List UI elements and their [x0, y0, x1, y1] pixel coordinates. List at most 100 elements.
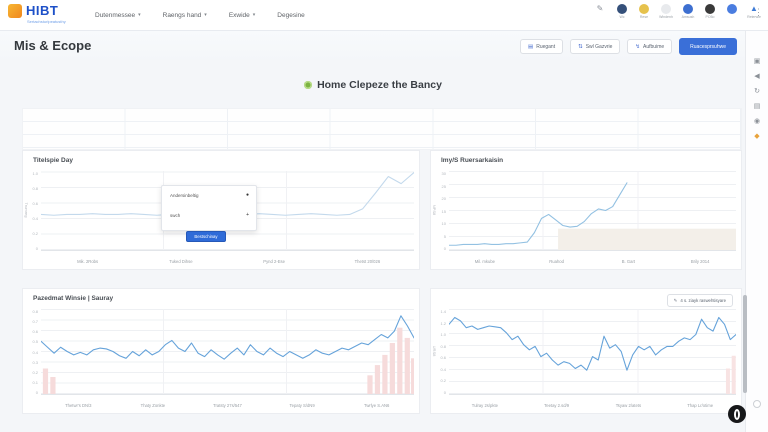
- rail-dot-icon[interactable]: [753, 400, 761, 408]
- secondary-button-1[interactable]: ▤ Ruegant: [520, 39, 564, 54]
- tooltip-option-label: Andersinbeltig: [170, 192, 199, 198]
- toolbar-icon-glyph: [727, 4, 737, 14]
- toolbar-icon[interactable]: Rese: [636, 4, 652, 19]
- y-tick: 0.7: [32, 319, 38, 325]
- rail-icon[interactable]: ↻: [754, 88, 760, 95]
- grid-icon: ▤: [528, 43, 534, 50]
- y-tick: 20: [441, 196, 446, 201]
- y-tick: 0.6: [440, 355, 446, 361]
- toolbar-icon[interactable]: Amsush: [680, 4, 696, 19]
- overflow-menu-icon[interactable]: ⋮: [754, 7, 763, 17]
- toolbar-icon[interactable]: ▲ Reterwie: [746, 4, 762, 19]
- plus-icon: +: [246, 212, 249, 218]
- tooltip-option-1[interactable]: Andersinbeltig ●: [170, 192, 249, 198]
- nav-item[interactable]: Dutenmessee ▾: [95, 12, 141, 19]
- logo[interactable]: HIBT Sertachsturlpeatusthy: [8, 3, 66, 24]
- y-tick: 5: [443, 233, 446, 239]
- logo-subtext: Sertachsturlpeatusthy: [27, 19, 66, 24]
- y-tick: 0.8: [32, 186, 38, 191]
- rail-icon[interactable]: ▣: [753, 58, 761, 65]
- line-chart: [449, 309, 736, 394]
- y-tick: 0.2: [32, 231, 38, 236]
- y-tick: 0: [443, 389, 446, 395]
- hero-row: Home Clepeze the Bancy: [0, 79, 746, 91]
- status-dot-icon: [304, 81, 313, 89]
- y-axis-label: NPS8: [432, 204, 437, 216]
- x-tick: Tuked Dihse: [169, 258, 193, 264]
- x-axis-labels: Mil. mkube Ruahod B. Gart Brily 2014: [449, 257, 736, 265]
- x-tick: Brily 2014: [690, 258, 710, 264]
- x-tick: Thetwr's DN/3: [65, 402, 92, 408]
- x-tick: Pynd 2-Ese: [263, 258, 285, 264]
- chart-title: Titelspie Day: [33, 157, 73, 164]
- chevron-down-icon: ▾: [204, 12, 207, 18]
- navbar-toolbar: ✎ Wc Rese Windenh: [592, 4, 762, 19]
- x-axis-labels: Tulray 2s/pkte Teetay 2.sd/9 Tsyaw 2/atets…: [449, 401, 736, 409]
- line-chart: [41, 309, 414, 394]
- primary-button[interactable]: Ruacesprsuhwe: [679, 38, 737, 55]
- browser-side-rail: ▣ ◀ ↻ ▤ ◉ ◆: [745, 30, 768, 432]
- y-tick: 0.8: [440, 343, 446, 349]
- x-tick: Mik. 2Robs: [77, 258, 99, 264]
- rail-icon[interactable]: ◆: [754, 133, 760, 140]
- x-tick: Mil. mkube: [474, 258, 495, 264]
- chart-settings-button[interactable]: ✎ 4 s. ziayk raswehtisyare: [666, 294, 733, 307]
- x-axis-labels: Mik. 2Robs Tuked Dihse Pynd 2-Ese Thetst 20…: [41, 257, 414, 265]
- y-tick: 25: [441, 183, 446, 189]
- y-axis-ticks: 30 25 20 15 10 5 0: [435, 171, 446, 251]
- toolbar-icon[interactable]: [724, 4, 740, 15]
- top-navbar: HIBT Sertachsturlpeatusthy Dutenmessee ▾…: [0, 0, 768, 31]
- toolbar-icon[interactable]: ✎: [592, 4, 608, 15]
- chart-panel-1: Titelspie Day Trumreg 1.0 0.8 0.6 0.4 0.2 0 M…: [22, 150, 420, 270]
- chevron-down-icon: ▾: [138, 12, 141, 18]
- y-tick: 0.4: [32, 349, 38, 355]
- dot-icon: ●: [245, 192, 249, 198]
- y-tick: 30: [441, 171, 446, 176]
- toolbar-icon-label: Amsush: [681, 15, 695, 19]
- rail-icon[interactable]: ◉: [753, 118, 761, 125]
- x-tick: Tulray 2s/pkte: [471, 402, 498, 408]
- main-nav: Dutenmessee ▾ Raengs hand ▾ Exwide ▾ Deg…: [95, 0, 305, 30]
- scrollbar-thumb[interactable]: [743, 295, 747, 393]
- pen-icon: ✎: [673, 297, 678, 303]
- tooltip-confirm-button[interactable]: Bestschinay: [186, 231, 226, 242]
- nav-item[interactable]: Exwide ▾: [229, 12, 255, 19]
- x-tick: Tsyaw 2/atets: [615, 402, 642, 408]
- rail-icons: ▣ ◀ ↻ ▤ ◉ ◆: [746, 30, 768, 140]
- chart-tooltip: Andersinbeltig ● swch +: [161, 185, 257, 231]
- chart-panel-3: Pazedmat Winsie | Sauray 0.8 0.7 0.6 0.5 0.4…: [22, 288, 420, 414]
- button-label: Aufbuime: [643, 43, 665, 50]
- y-axis-label: URS8: [432, 345, 437, 357]
- chart-plot: [41, 309, 414, 395]
- secondary-button-3[interactable]: ↯ Aufbuime: [627, 39, 673, 54]
- rail-icon[interactable]: ▤: [753, 103, 761, 110]
- lightning-icon: ↯: [635, 43, 641, 50]
- y-tick: 0.3: [32, 359, 38, 365]
- nav-item-label: Degesine: [277, 11, 305, 19]
- y-tick: 1.4: [440, 309, 446, 314]
- x-tick: Teetay 2.sd/9: [544, 402, 570, 408]
- logo-text: HIBT: [26, 3, 59, 18]
- logo-icon: [8, 3, 22, 18]
- y-axis-ticks: 0.8 0.7 0.6 0.5 0.4 0.3 0.2 0.1 0: [27, 309, 38, 395]
- y-tick: 0: [35, 246, 38, 251]
- toolbar-icon-glyph: [661, 4, 671, 14]
- toolbar-icon[interactable]: PO5o: [702, 4, 718, 19]
- button-label: Ruegant: [536, 43, 556, 50]
- chart-title: Pazedmat Winsie | Sauray: [33, 295, 114, 302]
- secondary-button-2[interactable]: ⇅ Swl Gazvrie: [570, 39, 621, 54]
- record-fab[interactable]: [728, 405, 746, 423]
- toolbar-icon-label: PO5o: [705, 15, 715, 19]
- y-axis-ticks: 1.4 1.2 1.0 0.8 0.6 0.4 0.2 0: [435, 309, 446, 395]
- y-tick: 1.0: [440, 332, 446, 338]
- toolbar-icon-label: Reterwie: [747, 15, 761, 19]
- rail-icon[interactable]: ◀: [754, 73, 760, 80]
- nav-item[interactable]: Raengs hand ▾: [163, 12, 207, 19]
- y-tick: 0: [443, 246, 446, 251]
- y-tick: 15: [441, 208, 446, 214]
- nav-item[interactable]: Degesine ▾: [277, 12, 304, 19]
- tooltip-option-2[interactable]: swch +: [170, 212, 249, 218]
- toolbar-icon[interactable]: Windenh: [658, 4, 674, 19]
- toolbar-icon[interactable]: Wc: [614, 4, 630, 19]
- toolbar-icon-glyph: [617, 4, 627, 14]
